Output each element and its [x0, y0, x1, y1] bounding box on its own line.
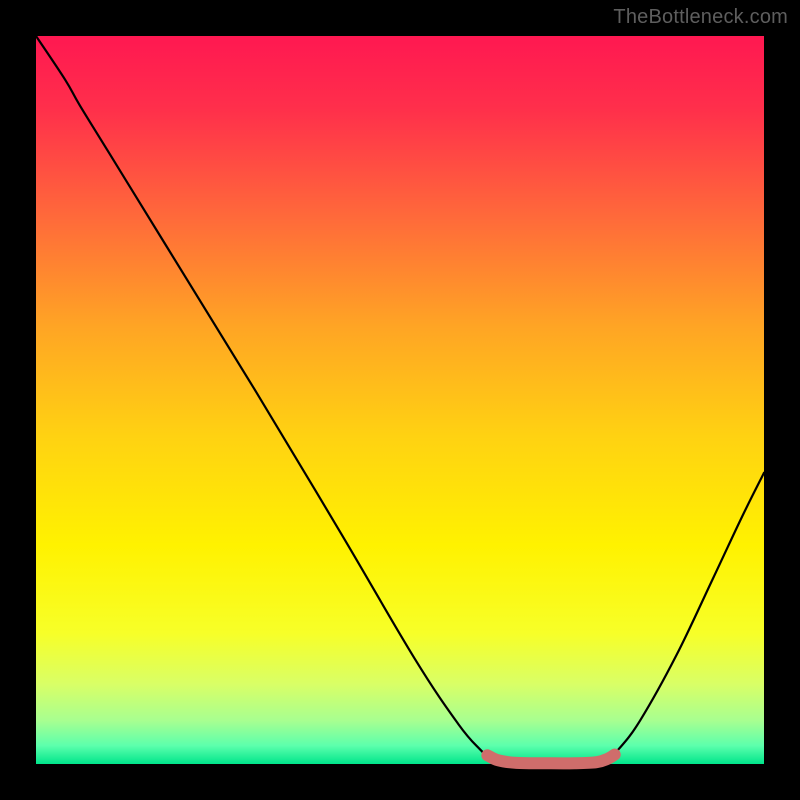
plot-background: [36, 36, 764, 764]
chart-frame: TheBottleneck.com: [0, 0, 800, 800]
bottleneck-curve-chart: [0, 0, 800, 800]
watermark-text: TheBottleneck.com: [613, 6, 788, 29]
